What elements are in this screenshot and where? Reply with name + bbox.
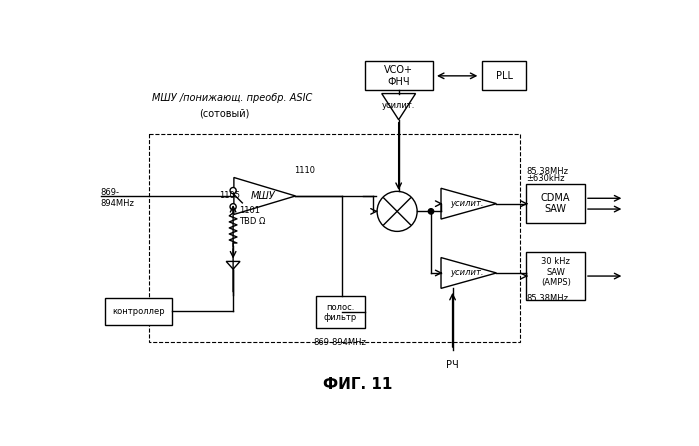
Text: PLL: PLL (496, 71, 512, 81)
Text: МШУ /понижающ. преобр. ASIC: МШУ /понижающ. преобр. ASIC (152, 93, 312, 103)
Text: ФИГ. 11: ФИГ. 11 (323, 377, 393, 392)
Text: РЧ: РЧ (446, 360, 459, 370)
Polygon shape (234, 178, 296, 215)
Text: 1110: 1110 (294, 166, 315, 175)
Circle shape (230, 187, 236, 194)
Circle shape (377, 191, 417, 231)
Polygon shape (441, 188, 496, 219)
Text: CDMA
SAW: CDMA SAW (541, 193, 570, 215)
Text: TBD Ω: TBD Ω (239, 217, 266, 226)
Polygon shape (441, 258, 496, 289)
Circle shape (230, 204, 236, 210)
Bar (315, 296, 365, 328)
Text: 869-894MHz: 869-894MHz (314, 338, 366, 347)
Text: 1105: 1105 (219, 191, 240, 200)
Text: 869-
894MHz: 869- 894MHz (101, 188, 134, 208)
Text: контроллер: контроллер (112, 307, 165, 316)
Text: усилит.: усилит. (450, 268, 484, 277)
Text: МШУ: МШУ (251, 191, 275, 201)
Text: VCO+
ФНЧ: VCO+ ФНЧ (384, 65, 413, 87)
Bar (105, 298, 172, 325)
Text: усилит.: усилит. (382, 101, 415, 110)
Polygon shape (226, 261, 240, 269)
Polygon shape (382, 94, 416, 120)
Text: 85.38MHz: 85.38MHz (526, 294, 568, 303)
Circle shape (428, 209, 433, 214)
Bar (365, 61, 433, 91)
Bar (526, 184, 585, 223)
Bar (149, 134, 520, 342)
Text: 1101: 1101 (239, 206, 260, 215)
Text: (сотовый): (сотовый) (199, 108, 249, 119)
Text: полос.
фильтр: полос. фильтр (324, 302, 356, 322)
Bar (482, 61, 526, 91)
Text: 85.38MHz: 85.38MHz (526, 167, 568, 176)
Bar (526, 252, 585, 300)
Text: ±630kHz: ±630kHz (526, 174, 565, 183)
Text: 30 kHz
SAW
(AMPS): 30 kHz SAW (AMPS) (541, 257, 570, 287)
Text: усилит.: усилит. (450, 199, 484, 208)
